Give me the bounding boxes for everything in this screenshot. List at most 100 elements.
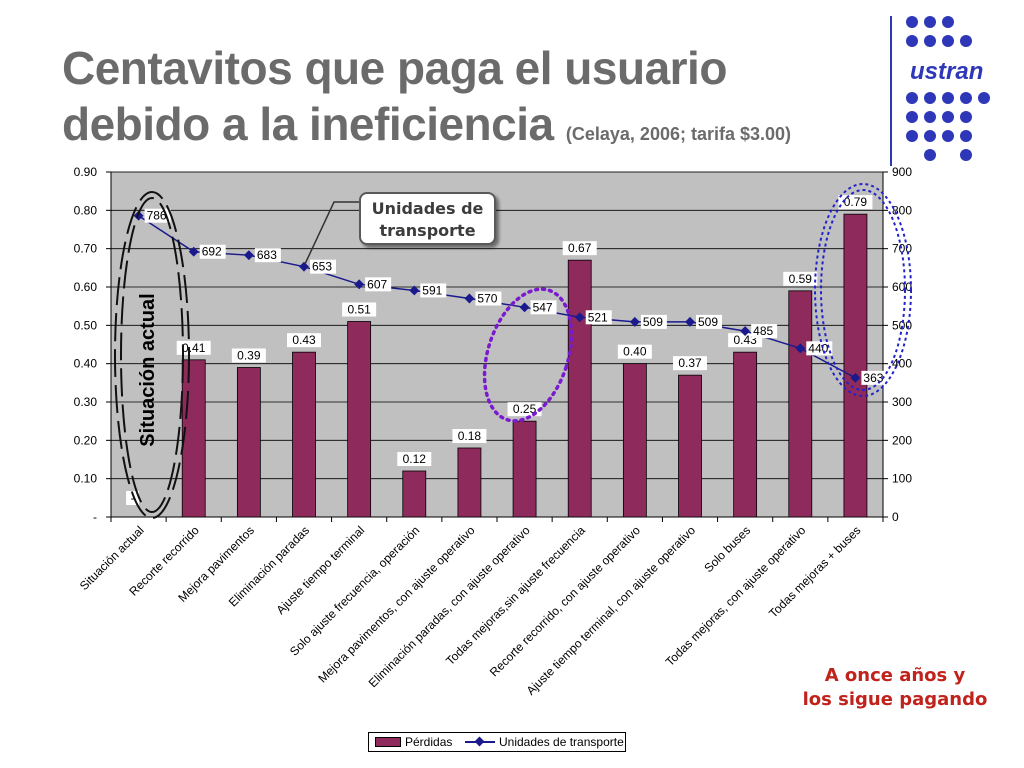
logo-text: ustran — [910, 58, 983, 85]
right-tick-label: 400 — [892, 357, 912, 371]
bar — [181, 359, 206, 518]
line-data-label-bg — [751, 324, 778, 339]
line-data-label-bg — [310, 259, 336, 274]
left-tick-label: 0.40 — [74, 357, 98, 371]
bar-data-label: 0.41 — [182, 341, 206, 355]
bar-data-label-bg — [673, 356, 707, 371]
ustran-logo: ustran — [906, 16, 990, 161]
line-data-label: 683 — [257, 248, 277, 262]
line-data-label-bg — [199, 244, 226, 259]
line-marker — [188, 246, 199, 257]
legend-line-label: Unidades de transporte — [499, 735, 624, 749]
callout-box: Unidades de transporte — [359, 192, 496, 245]
legend-bar-swatch — [375, 737, 401, 747]
plot-area — [110, 171, 884, 518]
bar-data-label-bg — [507, 402, 542, 417]
right-tick-label: 100 — [892, 472, 912, 486]
line-data-label: 570 — [477, 292, 497, 306]
right-tick-label: 500 — [892, 318, 912, 332]
line-data-label-bg — [475, 291, 502, 306]
bar-data-label-bg — [617, 344, 652, 359]
line-data-label: 607 — [367, 277, 387, 291]
line-marker — [464, 293, 475, 304]
bar-data-label-bg — [176, 340, 211, 355]
callout-line-1: Unidades de — [371, 199, 484, 218]
left-tick-label: 0.30 — [74, 395, 98, 409]
annotation-blue-ellipse-inner — [820, 189, 906, 391]
bar — [402, 470, 427, 518]
line-data-label-bg — [585, 310, 612, 325]
annotation-blue-ellipse-outer — [814, 183, 912, 397]
bar-data-label: 0.59 — [789, 272, 813, 286]
bar — [347, 321, 372, 518]
line-marker — [574, 312, 585, 323]
divider-line — [890, 16, 892, 166]
line-data-label: 591 — [422, 283, 442, 297]
bar-data-label: 0.12 — [403, 452, 427, 466]
bar-data-label-bg — [783, 271, 818, 286]
line-marker — [795, 343, 806, 354]
line-marker — [243, 250, 254, 261]
footnote-line-2: los sigue pagando — [802, 689, 988, 710]
bar — [512, 420, 537, 518]
footnote-line-1: A once años y — [824, 665, 966, 686]
bar-data-label-bg — [452, 429, 487, 443]
annotation-ellipse-inner — [120, 197, 184, 513]
line-data-label: 509 — [643, 315, 663, 329]
chart-legend: Pérdidas Unidades de transporte — [368, 732, 626, 752]
bar-data-label-bg — [562, 241, 597, 256]
line-data-label: 653 — [312, 260, 332, 274]
line-data-label-bg — [254, 248, 281, 263]
bar-data-label: 0.40 — [623, 345, 647, 359]
line-marker — [409, 285, 420, 296]
right-tick-label: 0 — [892, 510, 899, 524]
bar-data-label-bg — [287, 333, 321, 348]
line-marker — [740, 326, 751, 337]
left-tick-label: 0.80 — [74, 203, 98, 217]
line-data-label-bg — [806, 341, 833, 356]
line-data-label: 440 — [808, 341, 828, 355]
right-tick-label: 800 — [892, 203, 912, 217]
line-data-label-bg — [365, 277, 392, 292]
left-tick-label: 0.20 — [74, 433, 98, 447]
combo-chart: - 0.10 0.20 0.30 0.40 0.50 0.60 0.70 0.80 0.90 0 10… — [74, 165, 913, 698]
bar — [788, 290, 813, 518]
annotation-ellipse-outer — [114, 191, 190, 519]
bar-data-label-bg — [231, 348, 266, 363]
line-data-label: 547 — [533, 300, 553, 314]
bar — [843, 213, 868, 518]
line-data-label: 509 — [698, 315, 718, 329]
annotation-dotted-ellipse — [482, 287, 574, 423]
left-tick-label: 0.70 — [74, 242, 98, 256]
line-marker — [299, 261, 309, 272]
bar-data-label-bg — [838, 195, 873, 210]
line-data-label: 485 — [753, 324, 773, 338]
bar — [622, 363, 647, 518]
bar — [733, 351, 758, 518]
line-marker — [685, 316, 695, 327]
bar — [567, 259, 592, 518]
line-marker — [629, 316, 640, 327]
right-tick-label: 900 — [892, 165, 912, 179]
bar-data-label: 0.43 — [292, 333, 316, 347]
line-data-label-bg — [696, 314, 722, 329]
annotation-vertical-label: Situación actual — [137, 293, 159, 446]
left-tick-label: 0.60 — [74, 280, 98, 294]
bar-data-label: 0.18 — [458, 429, 482, 443]
bar-data-label: 0.79 — [844, 195, 868, 209]
line-data-label-bg — [420, 283, 447, 298]
bar-data-label: 0.51 — [347, 303, 371, 317]
callout-line-2: transporte — [379, 221, 476, 240]
line-marker — [519, 302, 530, 313]
bar-data-label: 0.39 — [237, 349, 261, 363]
bar-data-label: - — [131, 491, 135, 505]
line-data-label-bg — [530, 300, 557, 315]
line-data-label: 786 — [147, 209, 167, 223]
line-marker — [354, 279, 365, 290]
line-data-label-bg — [861, 370, 888, 385]
line-marker — [850, 372, 861, 383]
line-data-label-bg — [640, 314, 667, 329]
right-tick-label: 300 — [892, 395, 912, 409]
bar — [236, 367, 261, 518]
bar-data-label: 0.37 — [678, 356, 702, 370]
